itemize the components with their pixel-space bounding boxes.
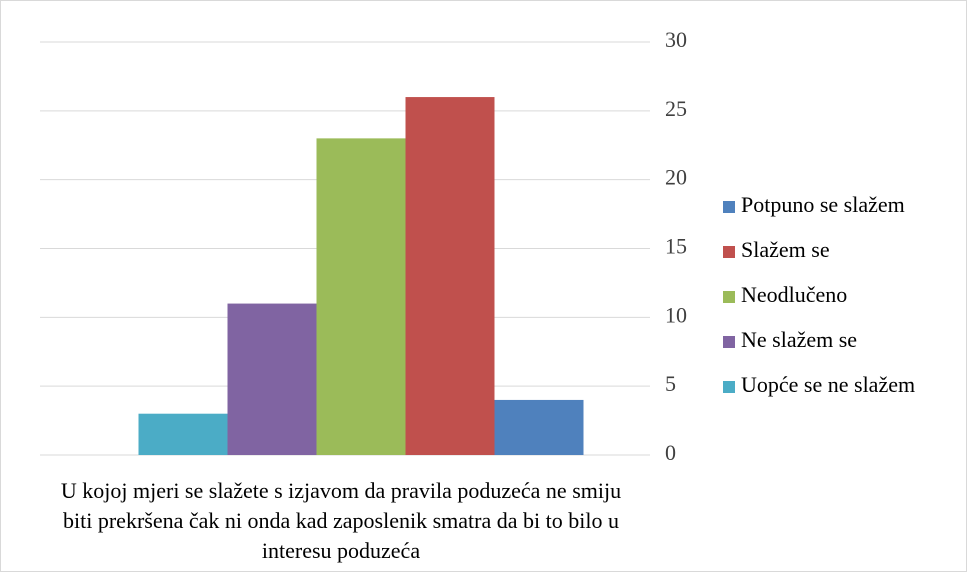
bar <box>138 413 228 455</box>
bar <box>494 399 584 455</box>
legend-label: Ne slažem se <box>741 327 857 352</box>
y-tick-label: 5 <box>665 371 676 396</box>
legend-swatch <box>723 201 735 213</box>
legend-label: Slažem se <box>741 237 830 262</box>
y-tick-label: 0 <box>665 440 676 465</box>
legend-swatch <box>723 336 735 348</box>
legend-swatch <box>723 381 735 393</box>
legend-label: Neodlučeno <box>741 282 847 307</box>
legend-label: Uopće se ne slažem <box>741 372 915 397</box>
y-tick-label: 20 <box>665 165 687 190</box>
bar <box>405 97 495 456</box>
bar <box>227 303 317 455</box>
x-category-label: U kojoj mjeri se slažete s izjavom da pr… <box>60 478 622 563</box>
y-tick-label: 10 <box>665 302 687 327</box>
legend-swatch <box>723 291 735 303</box>
y-tick-label: 30 <box>665 27 687 52</box>
legend-label: Potpuno se slažem <box>741 192 905 217</box>
y-tick-label: 15 <box>665 234 687 259</box>
bar <box>316 138 406 455</box>
legend-swatch <box>723 246 735 258</box>
y-tick-label: 25 <box>665 96 687 121</box>
